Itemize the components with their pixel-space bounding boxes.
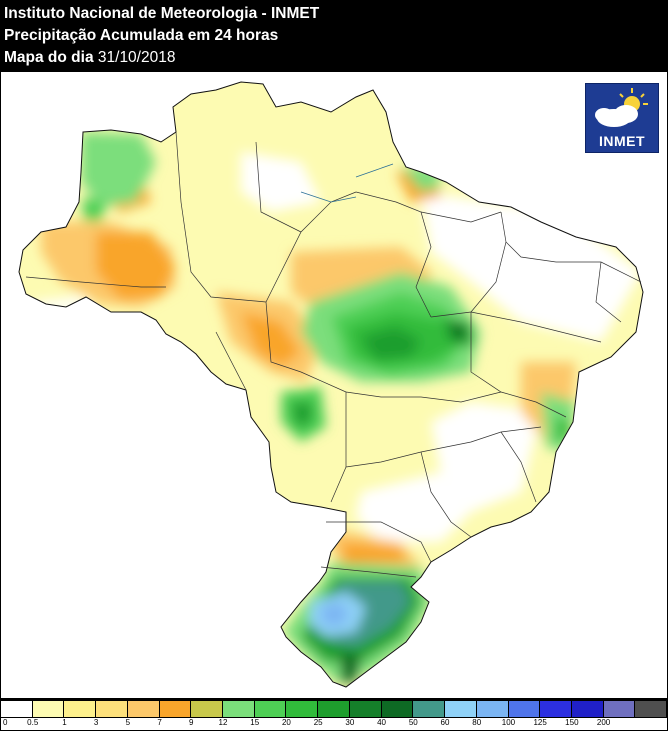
legend-swatch <box>445 701 477 717</box>
map-title: Precipitação Acumulada em 24 horas <box>4 27 279 44</box>
precipitation-map <box>1 72 667 698</box>
legend-swatch <box>127 701 160 717</box>
legend-tick-label: 150 <box>565 718 579 727</box>
legend-swatch <box>349 701 382 717</box>
sun-cloud-icon <box>595 88 648 127</box>
legend-swatch <box>508 701 541 717</box>
legend-swatch <box>318 701 350 717</box>
legend-tick-label: 20 <box>281 718 291 727</box>
legend-tick-label: 100 <box>501 718 516 727</box>
legend-tick-label: 1 <box>62 718 67 727</box>
map-date-line: Mapa do dia 31/10/2018 <box>4 48 175 68</box>
map-header: Instituto Nacional de Meteorologia - INM… <box>0 0 668 72</box>
legend-swatch <box>223 701 255 717</box>
legend-swatch <box>635 701 668 717</box>
precipitation-field <box>19 82 643 687</box>
legend-tick-label: 80 <box>472 718 482 727</box>
legend-swatch <box>64 701 97 717</box>
map-date-label: Mapa do dia <box>4 49 94 66</box>
inmet-logo: INMET <box>585 83 659 153</box>
legend-swatch <box>476 701 509 717</box>
state-borders <box>25 131 642 578</box>
map-date: 31/10/2018 <box>97 49 176 66</box>
legend-tick-label: 40 <box>377 718 387 727</box>
legend-tick-label: 5 <box>125 718 131 727</box>
legend-swatch <box>603 701 636 717</box>
legend-swatch <box>1 701 33 717</box>
legend-tick-label: 125 <box>533 718 547 727</box>
legend-ticks: 0 0.5 1 3 5 7 9 12 15 20 25 30 40 50 60 80 100 125 150 200 <box>1 718 667 730</box>
legend-tick-label: 25 <box>313 718 323 727</box>
legend-swatch <box>32 701 65 717</box>
legend-swatch <box>159 701 192 717</box>
legend-tick-label: 50 <box>408 718 418 727</box>
legend-tick-label: 30 <box>345 718 355 727</box>
legend-swatch <box>254 701 287 717</box>
institution-title: Instituto Nacional de Meteorologia - INM… <box>4 5 320 22</box>
legend-tick-label: 0.5 <box>27 718 39 727</box>
legend-tick-label: 7 <box>157 718 162 727</box>
legend-swatch <box>571 701 604 717</box>
legend-tick-label: 15 <box>250 718 260 727</box>
legend-swatch <box>286 701 319 717</box>
legend-swatch <box>540 701 572 717</box>
legend-swatch <box>191 701 224 717</box>
legend-swatch <box>381 701 414 717</box>
precipitation-legend: 0 0.5 1 3 5 7 9 12 15 20 25 30 40 50 60 80 100 125 150 200 <box>1 699 668 731</box>
brazil-outline <box>18 81 644 688</box>
legend-swatch <box>96 701 128 717</box>
legend-swatches <box>1 701 668 717</box>
legend-tick-label: 9 <box>189 718 194 727</box>
legend-tick-label: 60 <box>440 718 450 727</box>
legend-tick-label: 3 <box>93 718 99 727</box>
legend-tick-label: 0 <box>3 718 8 727</box>
legend-tick-label: 200 <box>596 718 611 727</box>
legend-swatch <box>413 701 446 717</box>
logo-text: INMET <box>598 133 646 149</box>
legend-tick-label: 12 <box>218 718 228 727</box>
rivers <box>300 163 394 203</box>
